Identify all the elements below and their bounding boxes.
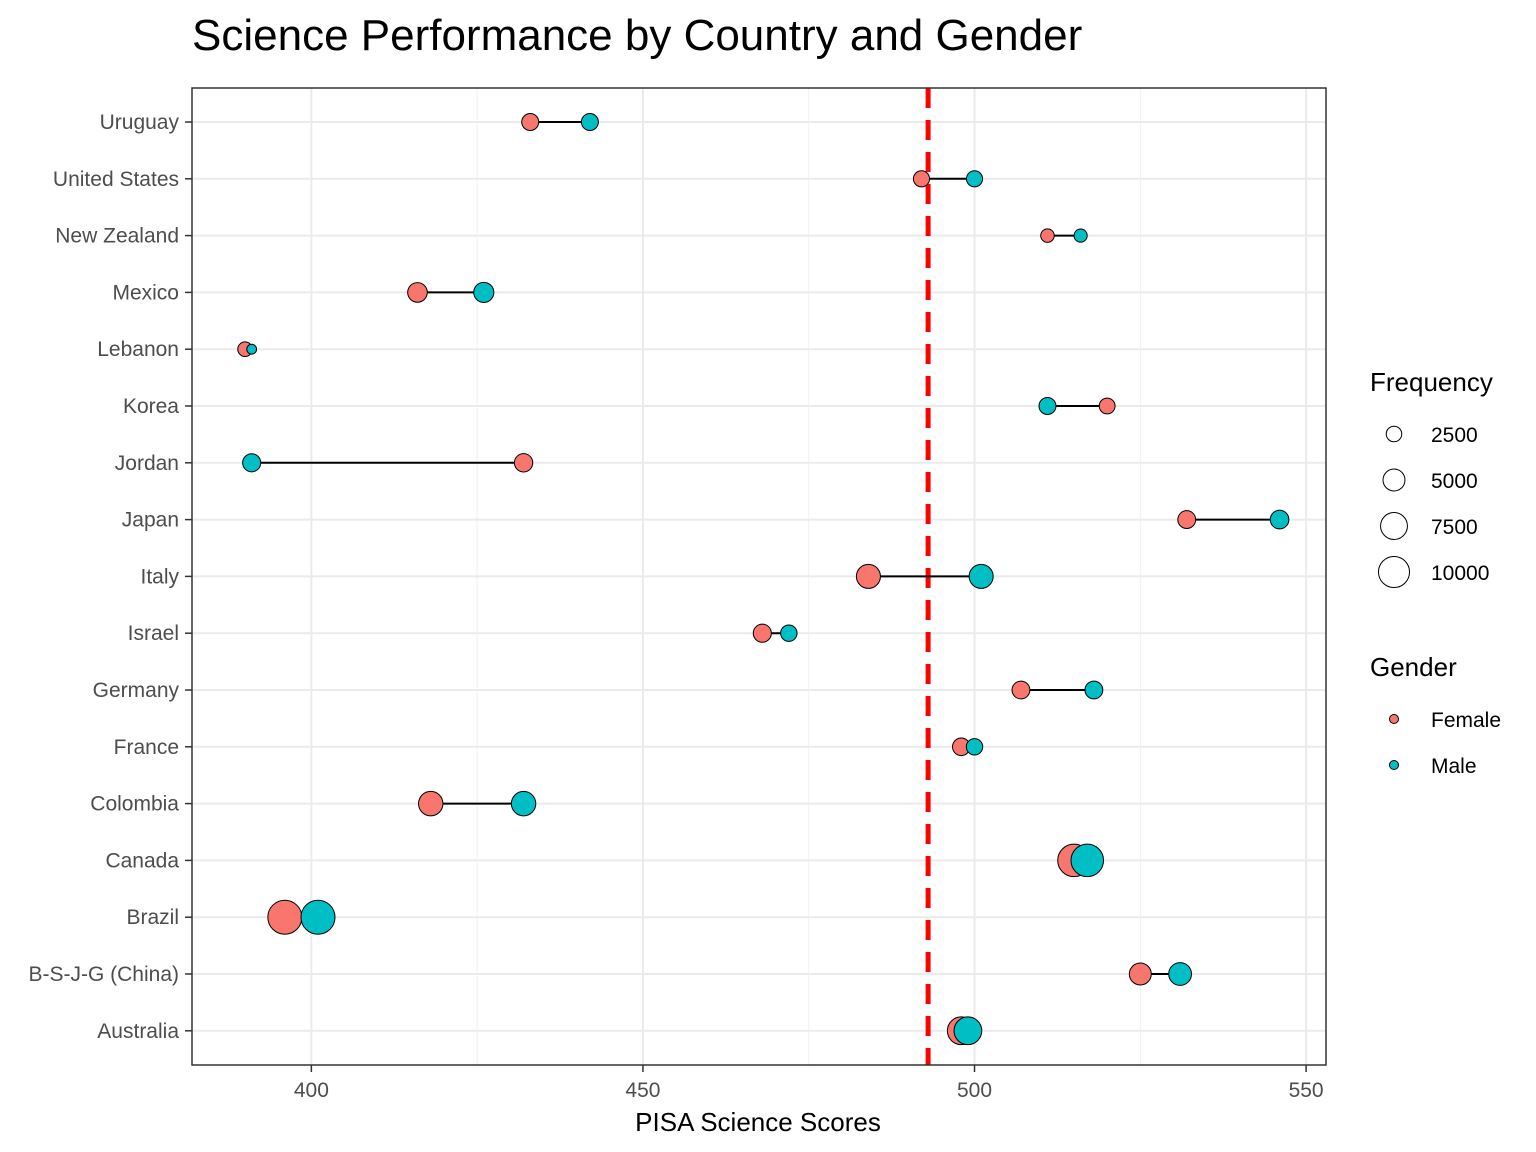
- point-male-jordan: [242, 453, 262, 473]
- size-key-label: 5000: [1431, 470, 1478, 493]
- point-female-mexico: [407, 282, 428, 303]
- y-tick-label: United States: [53, 168, 179, 191]
- point-female-colombia: [418, 790, 444, 817]
- point-male-korea: [1038, 397, 1057, 415]
- y-tick-label: Canada: [105, 849, 179, 872]
- point-female-uruguay: [521, 113, 540, 131]
- gender-key-label: Female: [1431, 709, 1501, 732]
- point-female-united-states: [912, 170, 931, 188]
- point-female-new-zealand: [1040, 228, 1055, 243]
- y-tick-label: Mexico: [112, 281, 179, 304]
- size-key-circle: [1385, 425, 1403, 443]
- point-male-canada: [1070, 843, 1105, 878]
- y-tick-label: Japan: [122, 509, 179, 532]
- y-tick-label: B-S-J-G (China): [28, 963, 179, 986]
- y-tick-label: Uruguay: [100, 111, 180, 134]
- gender-key-label: Male: [1431, 755, 1477, 778]
- y-tick-label: Germany: [93, 679, 180, 702]
- y-tick-label: Australia: [97, 1020, 179, 1043]
- gender-legend: Gender Female Male: [1370, 652, 1501, 778]
- point-male-israel: [780, 624, 798, 642]
- data-points: [237, 113, 1290, 1046]
- point-male-uruguay: [580, 113, 599, 131]
- point-male-new-zealand: [1073, 228, 1088, 243]
- point-female-korea: [1098, 397, 1116, 415]
- y-tick-label: Korea: [123, 395, 179, 418]
- point-female-israel: [752, 623, 772, 643]
- size-key-label: 2500: [1431, 424, 1478, 447]
- y-tick-label: Israel: [128, 622, 179, 645]
- x-axis: 400 450 500 550: [294, 1065, 1324, 1102]
- x-tick-label: 450: [625, 1079, 660, 1102]
- frequency-legend: Frequency 2500 5000 7500 10000: [1370, 367, 1493, 589]
- y-axis: Uruguay United States New Zealand Mexico Leb…: [28, 111, 192, 1043]
- size-key-circle: [1377, 555, 1411, 589]
- y-tick-label: Lebanon: [97, 338, 179, 361]
- point-female-b-s-j-g-china-: [1128, 962, 1152, 986]
- point-male-brazil: [300, 899, 336, 935]
- point-female-japan: [1177, 510, 1197, 530]
- y-tick-label: France: [114, 736, 179, 759]
- point-male-b-s-j-g-china-: [1168, 962, 1193, 986]
- size-key-label: 7500: [1431, 516, 1478, 539]
- gender-legend-title: Gender: [1370, 652, 1457, 682]
- point-male-colombia: [510, 790, 537, 817]
- y-tick-label: Colombia: [90, 793, 179, 816]
- point-female-brazil: [267, 899, 303, 935]
- point-male-united-states: [965, 170, 984, 188]
- point-female-jordan: [513, 453, 534, 473]
- point-female-germany: [1011, 680, 1031, 700]
- gender-key-dot: [1389, 760, 1399, 770]
- grid-lines: [192, 88, 1326, 1065]
- point-male-italy: [968, 563, 994, 589]
- frequency-legend-title: Frequency: [1370, 367, 1493, 397]
- x-tick-label: 400: [294, 1079, 329, 1102]
- size-key-circle: [1380, 512, 1408, 540]
- point-male-australia: [953, 1016, 983, 1046]
- size-key-circle: [1382, 468, 1406, 492]
- size-key-label: 10000: [1431, 562, 1489, 585]
- point-male-mexico: [473, 281, 495, 303]
- point-male-lebanon: [246, 343, 258, 355]
- y-tick-label: Brazil: [126, 906, 179, 929]
- y-tick-label: Italy: [140, 565, 179, 588]
- chart-title: Science Performance by Country and Gende…: [192, 11, 1082, 60]
- gender-key-dot: [1389, 714, 1399, 724]
- x-tick-label: 500: [957, 1079, 992, 1102]
- x-axis-title: PISA Science Scores: [635, 1107, 881, 1137]
- y-tick-label: Jordan: [115, 452, 179, 475]
- point-female-italy: [855, 563, 881, 589]
- point-male-france: [965, 738, 984, 756]
- point-male-japan: [1269, 509, 1290, 530]
- x-tick-label: 550: [1289, 1079, 1324, 1102]
- point-male-germany: [1084, 680, 1104, 700]
- y-tick-label: New Zealand: [55, 225, 179, 248]
